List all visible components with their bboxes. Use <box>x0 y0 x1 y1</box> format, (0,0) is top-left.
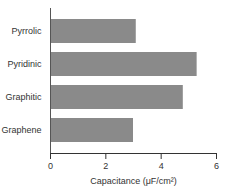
svg-text:Capacitance (μF/cm²): Capacitance (μF/cm²) <box>90 176 177 186</box>
svg-text:6: 6 <box>214 161 219 171</box>
svg-text:4: 4 <box>159 161 164 171</box>
svg-text:Pyrrolic: Pyrrolic <box>11 26 42 36</box>
svg-text:Graphene: Graphene <box>1 125 41 135</box>
svg-text:Graphitic: Graphitic <box>5 92 42 102</box>
svg-text:2: 2 <box>103 161 108 171</box>
svg-text:0: 0 <box>48 161 53 171</box>
svg-text:Pyridinic: Pyridinic <box>7 59 42 69</box>
